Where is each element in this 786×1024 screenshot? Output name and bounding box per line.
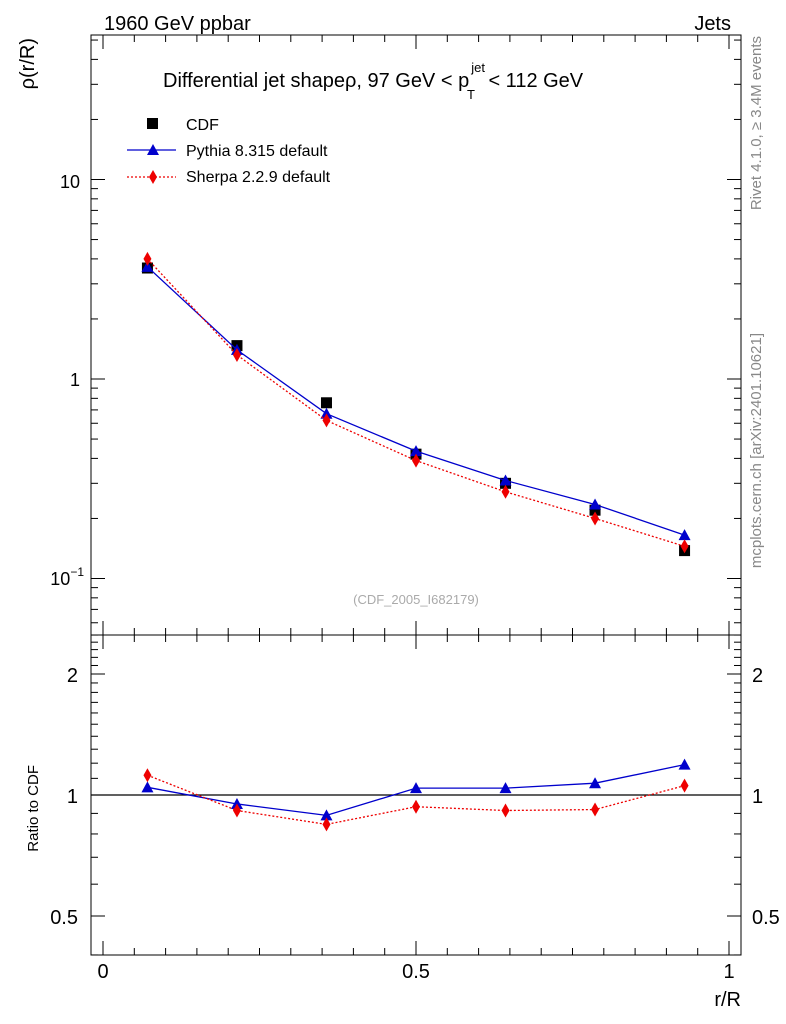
main-point-sherpa — [501, 484, 510, 499]
main-point-cdf — [320, 397, 332, 409]
ratio-ytick-label-0p5: 0.5 — [50, 907, 78, 929]
ratio-point-pythia — [410, 782, 422, 794]
legend-label-sherpa: Sherpa 2.2.9 default — [186, 169, 331, 186]
legend-label-cdf: CDF — [186, 117, 219, 134]
main-point-pythia — [589, 498, 602, 510]
legend-marker-sherpa — [149, 170, 157, 184]
ratio-ytick-label-2: 2 — [67, 665, 78, 687]
ratio-point-pythia — [589, 777, 602, 789]
ratio-point-sherpa — [591, 802, 600, 817]
xtick-label-1: 1 — [723, 961, 734, 983]
main-point-sherpa — [680, 539, 689, 554]
ratio-point-pythia — [230, 797, 243, 809]
xtick-label-0p5: 0.5 — [402, 961, 430, 983]
main-point-pythia — [320, 407, 333, 419]
legend-label-pythia: Pythia 8.315 default — [186, 143, 328, 160]
main-point-sherpa — [591, 511, 600, 526]
main-ytick-label-0p1: 10−1 — [50, 565, 84, 589]
legend: CDF Pythia 8.315 default Sherpa 2.2.9 de… — [127, 117, 331, 186]
analysis-watermark: (CDF_2005_I682179) — [353, 592, 479, 607]
ratio-point-sherpa — [501, 803, 510, 818]
ratio-point-pythia — [320, 809, 333, 821]
main-ytick-label-10: 10 — [60, 172, 80, 192]
x-axis-label: r/R — [714, 989, 741, 1011]
legend-marker-pythia — [147, 144, 159, 155]
main-line-sherpa — [146, 258, 685, 547]
main-point-sherpa — [412, 453, 420, 468]
chart-title-sub: T — [467, 87, 475, 102]
ratio-y-axis-label: Ratio to CDF — [25, 765, 42, 852]
main-point-pythia — [499, 474, 512, 486]
ratio-point-sherpa — [412, 799, 420, 814]
ratio-point-pythia — [499, 782, 512, 794]
chart-title-sup: jet — [470, 60, 485, 75]
main-point-sherpa — [322, 413, 331, 428]
chart-title: Differential jet shapeρ, 97 GeV < pjet T … — [163, 60, 584, 102]
main-y-axis-label: ρ(r/R) — [17, 38, 39, 89]
ratio-point-sherpa — [680, 778, 689, 793]
xtick-label-0: 0 — [97, 961, 108, 983]
ratio-point-sherpa — [322, 817, 331, 832]
ratio-point-sherpa — [232, 803, 241, 818]
main-point-cdf — [589, 504, 601, 516]
main-ytick-label-0p1-base: 10 — [50, 569, 70, 589]
main-ytick-label-0p1-exp: −1 — [70, 565, 84, 579]
ratio-tick-marks — [91, 634, 741, 956]
main-point-pythia — [141, 260, 154, 272]
header-left: 1960 GeV ppbar — [104, 13, 251, 35]
ratio-point-pythia — [141, 781, 154, 793]
main-series-group — [141, 251, 691, 557]
header-right: Jets — [694, 13, 731, 35]
ratio-ytick-label-1: 1 — [67, 786, 78, 808]
main-ytick-label-1: 1 — [70, 370, 80, 390]
main-point-pythia — [410, 445, 422, 457]
ratio-point-pythia — [678, 758, 691, 770]
legend-marker-cdf — [147, 118, 158, 129]
main-point-pythia — [678, 529, 691, 541]
chart-title-tail: < 112 GeV — [483, 70, 584, 92]
ratio-series-group — [141, 758, 691, 832]
main-point-sherpa — [232, 347, 241, 362]
main-point-sherpa — [143, 251, 152, 266]
ratio-ytick-label-1-right: 1 — [752, 786, 763, 808]
chart-title-main: Differential jet shapeρ, 97 GeV < p — [163, 70, 469, 92]
main-line-pythia — [147, 266, 685, 536]
rivet-version-label: Rivet 4.1.0, ≥ 3.4M events — [748, 36, 765, 210]
ratio-ytick-label-2-right: 2 — [752, 665, 763, 687]
mcplots-label: mcplots.cern.ch [arXiv:2401.10621] — [748, 333, 765, 568]
main-tick-marks — [91, 35, 741, 635]
ratio-ytick-label-0p5-right: 0.5 — [752, 907, 780, 929]
ratio-point-sherpa — [143, 768, 152, 783]
